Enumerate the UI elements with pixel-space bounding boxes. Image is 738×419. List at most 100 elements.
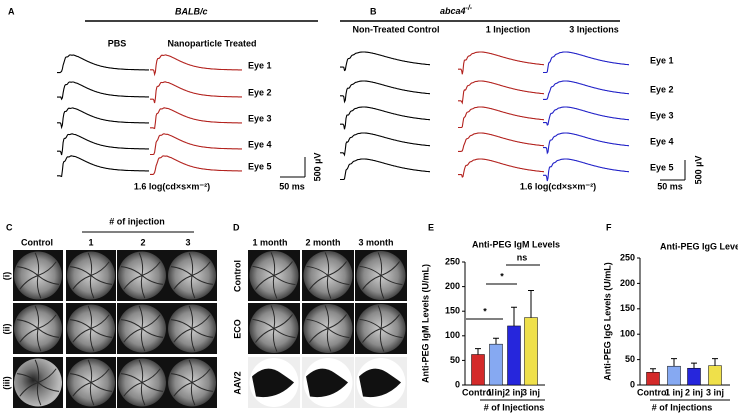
strain-label: BALB/c xyxy=(175,6,208,16)
fundus-vessel xyxy=(272,275,278,299)
bar xyxy=(646,372,660,386)
fundus-vessel xyxy=(138,252,144,276)
fundus-vessel xyxy=(138,305,144,329)
erg-trace xyxy=(458,51,544,75)
row-label: Eye 5 xyxy=(650,162,674,172)
erg-trace xyxy=(340,106,430,130)
fundus-vessel xyxy=(359,265,382,276)
x-tick-label: 2 inj xyxy=(505,387,523,397)
fundus-vessel xyxy=(138,359,144,383)
error-bar xyxy=(493,337,499,345)
error-bar xyxy=(671,358,677,367)
bar xyxy=(507,325,521,386)
fundus-vessel xyxy=(272,328,278,352)
y-tick-label: 150 xyxy=(445,306,460,316)
erg-trace xyxy=(57,81,149,101)
fundus-vessel xyxy=(69,319,92,329)
error-bar xyxy=(691,362,697,369)
fundus-vessel xyxy=(90,328,113,338)
erg-trace xyxy=(150,155,242,175)
group-label: # of injection xyxy=(109,216,165,226)
column-label: 1 Injection xyxy=(486,24,531,34)
fundus-vessel xyxy=(191,382,214,392)
row-label: Eye 4 xyxy=(650,136,674,146)
fundus-vessel xyxy=(362,328,382,343)
flash-label: 1.6 log(cd×s×m⁻²) xyxy=(134,181,210,191)
fundus-vessel xyxy=(273,314,293,329)
significance: * xyxy=(483,306,487,316)
erg-trace xyxy=(150,107,242,130)
y-tick-label: 200 xyxy=(445,281,460,291)
y-tick-label: 100 xyxy=(620,329,635,339)
x-axis-label: # of Injections xyxy=(652,402,713,412)
row-label: (i) xyxy=(1,272,11,281)
error-bar xyxy=(528,290,534,318)
y-tick-label: 200 xyxy=(620,278,635,288)
fundus-vessel xyxy=(19,275,39,290)
fundus-vessel xyxy=(170,319,193,329)
erg-trace xyxy=(340,132,430,157)
erg-trace xyxy=(57,155,149,178)
genotype: -/- xyxy=(466,5,473,12)
erg-trace xyxy=(340,158,430,181)
erg-trace xyxy=(543,80,629,100)
x-tick-label: 1 inj xyxy=(665,387,683,397)
bar xyxy=(524,317,538,386)
panel-label: F xyxy=(606,222,612,232)
fundus-vessel xyxy=(270,252,276,276)
fundus-vessel xyxy=(87,252,93,276)
fundus-vessel xyxy=(306,318,329,329)
fundus-vessel xyxy=(273,275,296,286)
fundus-vessel xyxy=(140,382,146,406)
row-label: Eye 1 xyxy=(650,55,674,65)
fundus-vessel xyxy=(173,382,193,397)
fundus-vessel xyxy=(72,328,92,343)
fundus-vessel xyxy=(90,261,110,276)
fundus-vessel xyxy=(324,305,330,329)
y-tick-label: 0 xyxy=(455,379,460,389)
fundus-vessel xyxy=(324,252,330,276)
erg-trace xyxy=(458,158,544,178)
fundus-vessel xyxy=(36,275,42,299)
fundus-blob xyxy=(306,368,348,398)
fundus-blob xyxy=(359,368,401,398)
row-label: Eye 4 xyxy=(248,139,272,149)
fundus-vessel xyxy=(359,318,382,329)
fundus-vessel xyxy=(90,314,110,329)
erg-trace xyxy=(458,80,544,105)
scale-y: 500 µV xyxy=(693,156,703,185)
y-tick-label: 150 xyxy=(620,303,635,313)
fundus-vessel xyxy=(141,368,161,383)
x-axis-label: # of Injections xyxy=(484,402,545,412)
fundus-vessel xyxy=(87,305,93,329)
fundus-vessel xyxy=(16,319,39,329)
fundus-vessel xyxy=(173,328,193,343)
fundus-vessel xyxy=(190,275,196,299)
fundus-vessel xyxy=(379,328,385,352)
fundus-vessel xyxy=(309,275,329,290)
scale-y: 500 µV xyxy=(312,153,322,182)
fundus-vessel xyxy=(90,382,113,392)
fundus-vessel xyxy=(327,261,347,276)
fundus-vessel xyxy=(380,261,400,276)
column-label: 2 month xyxy=(306,237,341,247)
fundus-vessel xyxy=(89,328,95,352)
column-label: 2 xyxy=(140,237,145,247)
panel-label: E xyxy=(428,222,434,232)
column-label: Non-Treated Control xyxy=(353,24,440,34)
x-tick-label: 2 inj xyxy=(685,387,703,397)
error-bar xyxy=(650,368,656,373)
y-tick-label: 0 xyxy=(630,379,635,389)
row-label: Eye 2 xyxy=(248,87,272,97)
fundus-vessel xyxy=(37,368,57,383)
x-tick-label: Control xyxy=(637,387,669,397)
erg-trace xyxy=(458,106,544,129)
chart-title: Anti-PEG IgM Levels xyxy=(472,239,560,249)
fundus-vessel xyxy=(34,359,40,383)
fundus-vessel xyxy=(362,275,382,290)
y-axis-label: Anti-PEG IgM Levels (U/mL) xyxy=(420,264,430,383)
fundus-vessel xyxy=(326,328,332,352)
y-axis-label: Anti-PEG IgG Levels (U/mL) xyxy=(602,262,612,381)
fundus-vessel xyxy=(170,266,193,276)
significance: ns xyxy=(517,252,528,262)
